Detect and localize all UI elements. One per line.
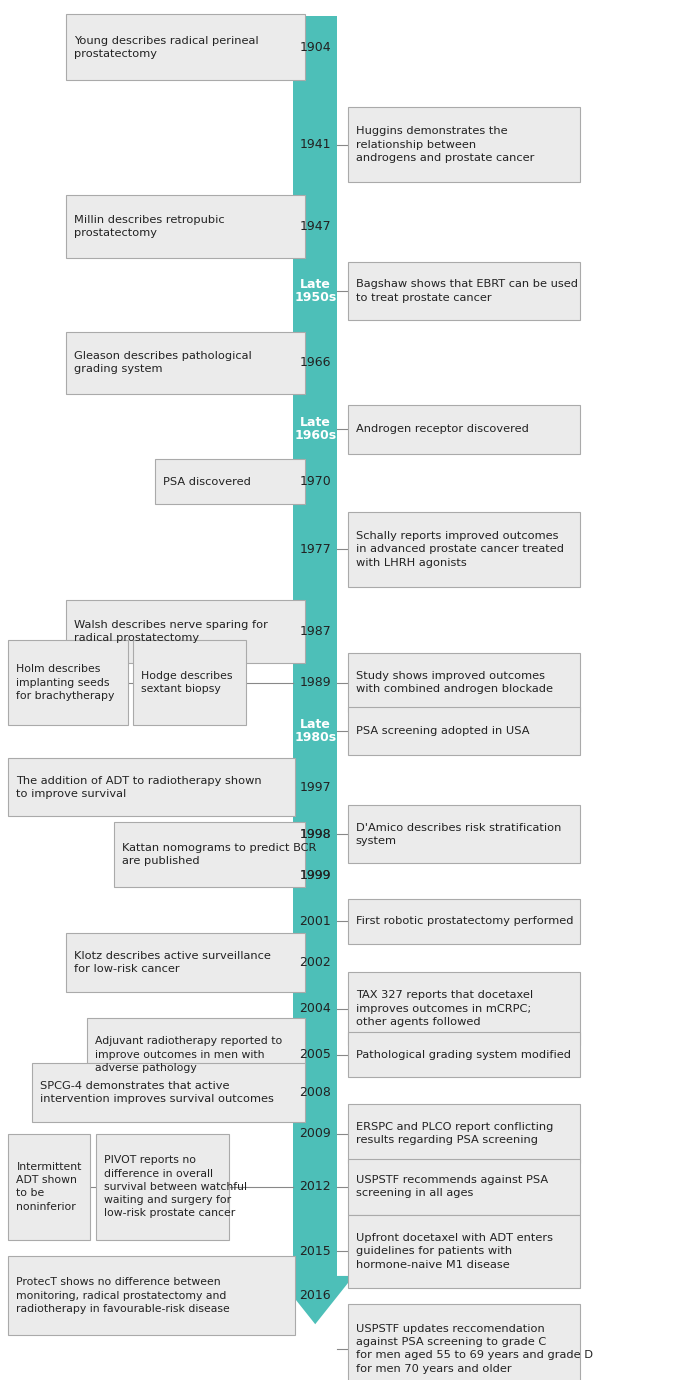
FancyBboxPatch shape: [347, 806, 580, 864]
Text: ERSPC and PLCO report conflicting
results regarding PSA screening: ERSPC and PLCO report conflicting result…: [356, 1122, 553, 1146]
Text: 1904: 1904: [299, 40, 331, 54]
Text: 1998: 1998: [299, 828, 331, 840]
Text: 2018: 2018: [298, 1342, 333, 1356]
Text: Gleason describes pathological
grading system: Gleason describes pathological grading s…: [75, 351, 252, 375]
FancyBboxPatch shape: [347, 263, 580, 321]
Text: 1998: 1998: [299, 828, 331, 840]
Polygon shape: [277, 1276, 353, 1324]
FancyBboxPatch shape: [347, 973, 580, 1045]
FancyBboxPatch shape: [66, 195, 305, 257]
FancyBboxPatch shape: [8, 640, 127, 726]
FancyBboxPatch shape: [347, 1215, 580, 1288]
Text: Late
1980s: Late 1980s: [294, 717, 336, 744]
FancyBboxPatch shape: [133, 640, 246, 726]
Text: 2004: 2004: [299, 1002, 331, 1014]
Text: 1989: 1989: [299, 676, 331, 690]
Text: 2001: 2001: [299, 915, 331, 927]
Text: First robotic prostatectomy performed: First robotic prostatectomy performed: [356, 916, 573, 926]
Text: Schally reports improved outcomes
in advanced prostate cancer treated
with LHRH : Schally reports improved outcomes in adv…: [356, 531, 564, 568]
FancyBboxPatch shape: [347, 1159, 580, 1215]
Text: USPSTF updates reccomendation
against PSA screening to grade C
for men aged 55 t: USPSTF updates reccomendation against PS…: [356, 1324, 593, 1374]
Text: PSA discovered: PSA discovered: [163, 477, 251, 486]
Text: 2016: 2016: [299, 1289, 331, 1302]
FancyBboxPatch shape: [8, 757, 295, 817]
Text: Klotz describes active surveillance
for low-risk cancer: Klotz describes active surveillance for …: [75, 951, 271, 974]
Text: 1999: 1999: [299, 869, 331, 882]
Text: Walsh describes nerve sparing for
radical prostatectomy: Walsh describes nerve sparing for radica…: [75, 619, 269, 643]
Text: 1941: 1941: [299, 138, 331, 151]
FancyBboxPatch shape: [8, 1135, 90, 1240]
FancyBboxPatch shape: [114, 822, 305, 887]
Text: The addition of ADT to radiotherapy shown
to improve survival: The addition of ADT to radiotherapy show…: [16, 775, 262, 799]
Text: 2002: 2002: [299, 956, 331, 969]
FancyBboxPatch shape: [347, 1032, 580, 1078]
Text: TAX 327 reports that docetaxel
improves outcomes in mCRPC;
other agents followed: TAX 327 reports that docetaxel improves …: [356, 991, 533, 1027]
FancyBboxPatch shape: [66, 933, 305, 991]
Text: 2005: 2005: [299, 1048, 331, 1061]
FancyBboxPatch shape: [293, 17, 338, 1278]
Text: Millin describes retropubic
prostatectomy: Millin describes retropubic prostatectom…: [75, 214, 225, 238]
Text: USPSTF recommends against PSA
screening in all ages: USPSTF recommends against PSA screening …: [356, 1175, 548, 1198]
Text: Huggins demonstrates the
relationship between
androgens and prostate cancer: Huggins demonstrates the relationship be…: [356, 126, 534, 163]
FancyBboxPatch shape: [8, 1256, 295, 1335]
FancyBboxPatch shape: [66, 600, 305, 662]
Text: PIVOT reports no
difference in overall
survival between watchful
waiting and sur: PIVOT reports no difference in overall s…: [103, 1155, 247, 1219]
FancyBboxPatch shape: [66, 332, 305, 394]
Text: Holm describes
implanting seeds
for brachytherapy: Holm describes implanting seeds for brac…: [16, 665, 115, 701]
FancyBboxPatch shape: [347, 405, 580, 453]
Text: 1947: 1947: [299, 220, 331, 234]
FancyBboxPatch shape: [87, 1019, 305, 1090]
Text: Hodge describes
sextant biopsy: Hodge describes sextant biopsy: [141, 672, 233, 694]
Text: Intermittent
ADT shown
to be
noninferior: Intermittent ADT shown to be noninferior: [16, 1162, 82, 1212]
Text: SPCG-4 demonstrates that active
intervention improves survival outcomes: SPCG-4 demonstrates that active interven…: [40, 1081, 274, 1104]
Text: Late
1960s: Late 1960s: [294, 416, 336, 442]
Text: ProtecT shows no difference between
monitoring, radical prostatectomy and
radiot: ProtecT shows no difference between moni…: [16, 1277, 230, 1314]
Text: Young describes radical perineal
prostatectomy: Young describes radical perineal prostat…: [75, 36, 259, 58]
Text: D'Amico describes risk stratification
system: D'Amico describes risk stratification sy…: [356, 822, 561, 846]
Text: Pathological grading system modified: Pathological grading system modified: [356, 1050, 571, 1060]
FancyBboxPatch shape: [32, 1063, 305, 1122]
FancyBboxPatch shape: [347, 654, 580, 712]
Text: 2012: 2012: [299, 1180, 331, 1194]
Text: Adjuvant radiotherapy reported to
improve outcomes in men with
adverse pathology: Adjuvant radiotherapy reported to improv…: [95, 1036, 282, 1072]
Text: Late
1950s: Late 1950s: [294, 278, 336, 304]
Text: Study shows improved outcomes
with combined androgen blockade: Study shows improved outcomes with combi…: [356, 672, 553, 694]
Text: 1966: 1966: [299, 357, 331, 369]
Text: 1997: 1997: [299, 781, 331, 793]
FancyBboxPatch shape: [347, 706, 580, 755]
Text: 1970: 1970: [299, 475, 331, 488]
FancyBboxPatch shape: [95, 1135, 229, 1240]
FancyBboxPatch shape: [155, 459, 305, 504]
FancyBboxPatch shape: [347, 898, 580, 944]
FancyBboxPatch shape: [66, 14, 305, 80]
Text: 2015: 2015: [299, 1245, 331, 1258]
Text: 2009: 2009: [299, 1128, 331, 1140]
Text: Upfront docetaxel with ADT enters
guidelines for patients with
hormone-naive M1 : Upfront docetaxel with ADT enters guidel…: [356, 1233, 553, 1270]
FancyBboxPatch shape: [347, 511, 580, 587]
Text: PSA screening adopted in USA: PSA screening adopted in USA: [356, 726, 530, 735]
Text: 1987: 1987: [299, 625, 331, 638]
Text: Bagshaw shows that EBRT can be used
to treat prostate cancer: Bagshaw shows that EBRT can be used to t…: [356, 279, 578, 303]
Text: Androgen receptor discovered: Androgen receptor discovered: [356, 424, 529, 434]
Text: 2008: 2008: [299, 1086, 331, 1099]
Text: 1977: 1977: [299, 543, 331, 556]
FancyBboxPatch shape: [347, 1104, 580, 1162]
Text: Kattan nomograms to predict BCR
are published: Kattan nomograms to predict BCR are publ…: [122, 843, 316, 867]
Text: 1999: 1999: [299, 869, 331, 882]
FancyBboxPatch shape: [347, 1303, 580, 1382]
FancyBboxPatch shape: [347, 106, 580, 182]
